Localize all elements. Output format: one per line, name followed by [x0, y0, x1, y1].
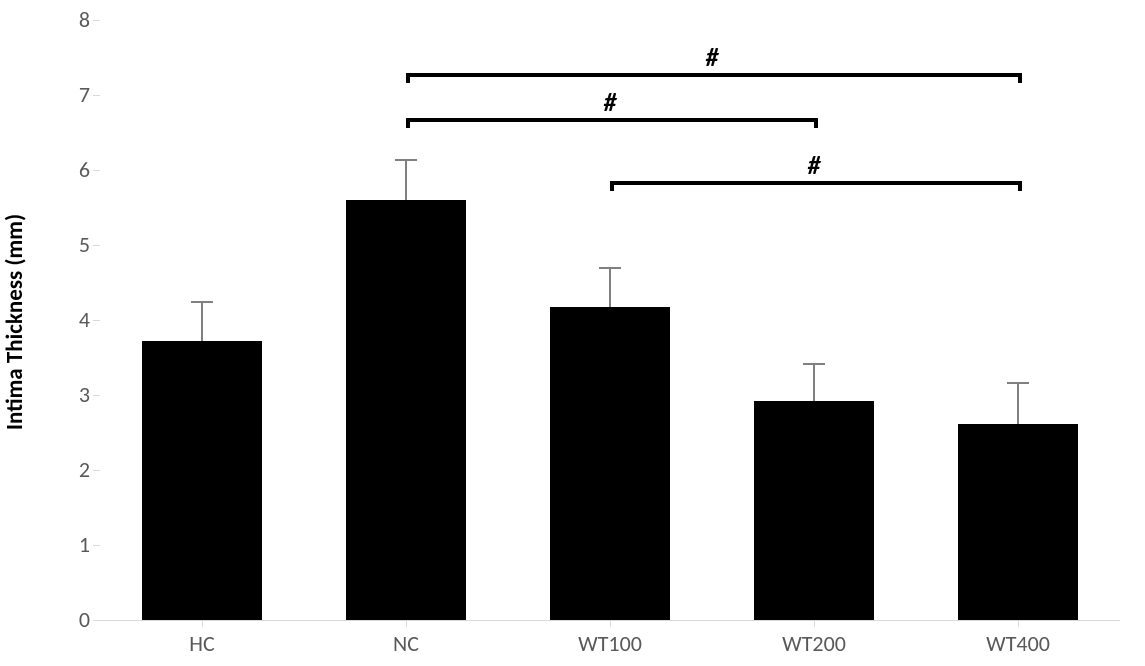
error-bar: [1017, 382, 1019, 424]
y-tick-mark: [93, 320, 100, 321]
y-tick-mark: [93, 470, 100, 471]
bar-chart: Intima Thickness (mm) 0 1 2 3 4 5 6 7 8 HCNCWT100…: [0, 0, 1145, 666]
significance-label: #: [682, 41, 742, 73]
x-tick-label: WT400: [916, 630, 1120, 657]
significance-tick: [406, 73, 410, 83]
significance-line: [610, 181, 1018, 185]
error-bar: [813, 363, 815, 401]
y-tick-mark: [93, 545, 100, 546]
plot-area: 012345678HCNCWT100WT200WT400###: [100, 20, 1120, 620]
x-tick-mark: [610, 620, 611, 627]
significance-label: #: [580, 86, 640, 118]
error-cap: [395, 159, 417, 161]
y-tick-label: 7: [40, 81, 90, 108]
x-tick-mark: [814, 620, 815, 627]
error-cap: [599, 267, 621, 269]
y-axis-label: Intima Thickness (mm): [1, 122, 29, 522]
y-tick-mark: [93, 245, 100, 246]
significance-tick: [406, 118, 410, 128]
error-cap: [1007, 382, 1029, 384]
x-tick-label: NC: [304, 630, 508, 657]
bar: [754, 401, 874, 620]
y-tick-label: 1: [40, 531, 90, 558]
significance-line: [406, 73, 1018, 77]
bar: [346, 200, 466, 620]
significance-tick: [814, 118, 818, 128]
y-tick-mark: [93, 395, 100, 396]
error-bar: [405, 159, 407, 200]
significance-tick: [1018, 181, 1022, 191]
significance-line: [406, 118, 814, 122]
significance-label: #: [784, 149, 844, 181]
significance-tick: [1018, 73, 1022, 83]
y-tick-label: 4: [40, 306, 90, 333]
x-tick-label: WT200: [712, 630, 916, 657]
x-tick-label: WT100: [508, 630, 712, 657]
y-tick-mark: [93, 170, 100, 171]
x-tick-label: HC: [100, 630, 304, 657]
bar: [958, 424, 1078, 621]
error-bar: [609, 267, 611, 307]
y-tick-label: 5: [40, 231, 90, 258]
x-tick-mark: [1018, 620, 1019, 627]
y-tick-mark: [93, 95, 100, 96]
error-cap: [191, 301, 213, 303]
y-tick-label: 0: [40, 606, 90, 633]
bar: [550, 307, 670, 621]
error-bar: [201, 301, 203, 341]
y-tick-label: 8: [40, 6, 90, 33]
y-tick-label: 2: [40, 456, 90, 483]
significance-tick: [610, 181, 614, 191]
y-tick-label: 6: [40, 156, 90, 183]
x-tick-mark: [202, 620, 203, 627]
y-tick-label: 3: [40, 381, 90, 408]
error-cap: [803, 363, 825, 365]
bar: [142, 341, 262, 620]
y-tick-mark: [93, 20, 100, 21]
y-tick-mark: [93, 620, 100, 621]
x-tick-mark: [406, 620, 407, 627]
